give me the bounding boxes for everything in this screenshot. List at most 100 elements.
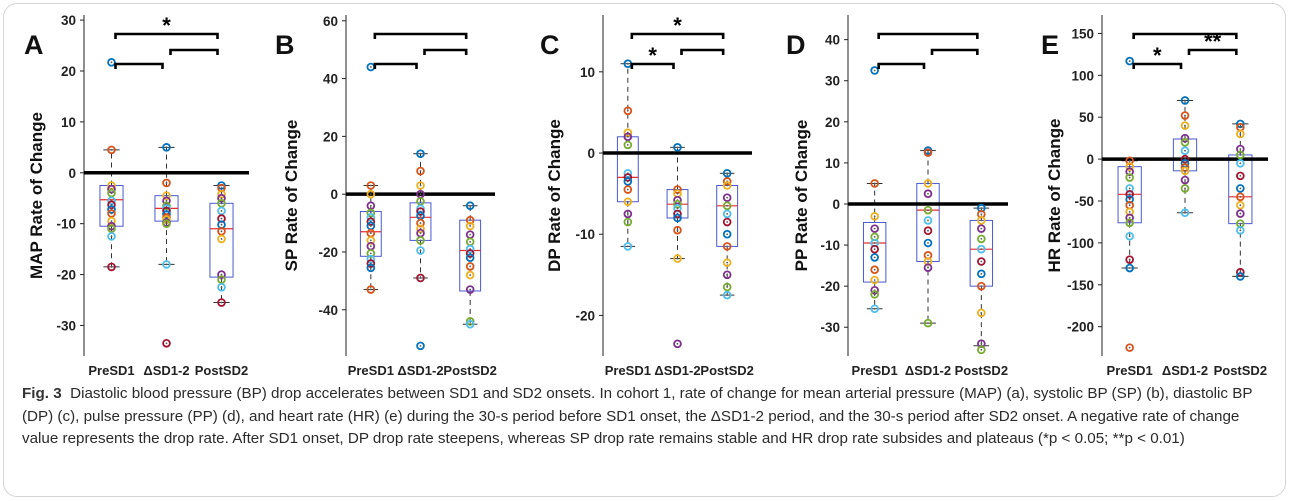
data-point xyxy=(1236,209,1245,218)
data-point xyxy=(923,148,933,157)
data-point xyxy=(923,179,933,188)
data-point xyxy=(623,177,633,186)
data-point xyxy=(1180,208,1190,218)
data-point-center xyxy=(1128,204,1131,207)
data-point-center xyxy=(110,61,113,64)
data-point xyxy=(722,209,732,219)
data-point xyxy=(366,181,376,190)
data-point xyxy=(1180,138,1190,147)
data-point-center xyxy=(419,344,422,347)
data-point-center xyxy=(1184,211,1186,214)
data-point xyxy=(465,319,475,329)
data-point xyxy=(416,273,425,283)
y-tick-label: 20 xyxy=(825,115,840,130)
caption-title: Diastolic blood pressure (BP) drop accel… xyxy=(70,385,596,402)
data-point-center xyxy=(419,222,422,224)
data-point xyxy=(217,193,226,203)
data-point xyxy=(1180,121,1190,130)
data-point-center xyxy=(873,268,876,271)
data-point xyxy=(623,217,633,227)
data-point xyxy=(366,189,376,199)
data-point xyxy=(1125,255,1134,264)
panel-e: E HR Rate of Change -200 -150 -100 -50 0 50 100 1… xyxy=(1041,15,1268,378)
data-point-center xyxy=(1239,162,1242,165)
data-point-center xyxy=(726,233,729,236)
x-tick-label: PostSD2 xyxy=(443,363,496,378)
data-point-center xyxy=(873,235,876,238)
data-point-center xyxy=(220,286,223,289)
significance-label: * xyxy=(673,13,682,38)
data-point-center xyxy=(1184,99,1186,102)
data-point xyxy=(1180,175,1190,185)
data-point xyxy=(1125,189,1134,199)
data-point-center xyxy=(469,219,472,222)
data-point xyxy=(923,263,933,272)
panel-d: D PP Rate of Change -30 -20 -10 0 10 20 30 40 PreS… xyxy=(786,15,1008,378)
data-point-center xyxy=(980,348,983,351)
x-tick-label: PreSD1 xyxy=(348,363,394,378)
data-point-center xyxy=(110,220,113,223)
data-point-center xyxy=(873,227,876,230)
significance-bracket xyxy=(930,48,979,55)
data-point-center xyxy=(220,273,223,276)
data-point-center xyxy=(220,301,223,304)
data-point-center xyxy=(1128,176,1131,179)
data-point-center xyxy=(220,223,223,226)
y-tick-label: 10 xyxy=(580,65,595,80)
data-point-center xyxy=(980,260,983,263)
data-point xyxy=(923,189,933,199)
caption-label: Fig. 3 xyxy=(22,385,62,402)
significance-label: * xyxy=(648,43,657,68)
data-point xyxy=(162,260,171,269)
data-point-center xyxy=(419,170,422,172)
data-point-center xyxy=(626,109,629,112)
data-point-center xyxy=(873,69,876,72)
data-point xyxy=(623,132,633,142)
data-point xyxy=(416,207,425,216)
x-tick-label: PostSD2 xyxy=(195,363,248,378)
data-point-center xyxy=(1128,170,1131,173)
data-point-center xyxy=(927,229,929,232)
y-tick-label: -100 xyxy=(1067,236,1094,251)
data-point xyxy=(1180,166,1190,176)
data-point-center xyxy=(220,187,223,189)
data-point-center xyxy=(626,135,629,138)
caption-body: In cohort 1, rate of change for mean art… xyxy=(22,385,1253,447)
data-point xyxy=(870,253,879,262)
y-tick-label: -10 xyxy=(575,227,595,242)
significance-label: * xyxy=(162,13,171,38)
data-point-center xyxy=(469,256,472,259)
data-point-center xyxy=(1239,148,1242,150)
data-point xyxy=(416,166,425,176)
data-point xyxy=(1125,207,1134,217)
data-point xyxy=(1125,213,1134,223)
data-point xyxy=(1125,218,1134,228)
y-tick-label: -150 xyxy=(1067,278,1094,293)
data-point-center xyxy=(110,212,113,215)
y-tick-label: -50 xyxy=(1074,194,1094,209)
data-point-center xyxy=(626,180,629,183)
data-point xyxy=(722,282,732,292)
data-point xyxy=(1236,158,1245,168)
significance-bracket xyxy=(1187,48,1238,55)
data-point-center xyxy=(369,245,372,248)
data-point xyxy=(1125,156,1134,166)
data-point xyxy=(162,178,171,188)
data-point-center xyxy=(726,172,729,175)
data-point xyxy=(870,179,879,188)
data-point-center xyxy=(1239,174,1242,177)
data-point-center xyxy=(369,252,372,255)
data-point-center xyxy=(1184,187,1186,190)
data-point xyxy=(870,212,879,221)
data-point-center xyxy=(927,242,929,244)
data-point xyxy=(416,218,425,228)
significance-bracket xyxy=(680,48,725,55)
data-point xyxy=(722,169,732,178)
data-point-center xyxy=(676,217,679,219)
data-point-center xyxy=(980,342,983,345)
data-point xyxy=(977,269,986,279)
data-point-center xyxy=(676,342,679,345)
data-point-center xyxy=(369,266,372,269)
panel-b: B SP Rate of Change -40 -20 0 20 40 60 PreSD1 ΔSD… xyxy=(275,14,497,378)
